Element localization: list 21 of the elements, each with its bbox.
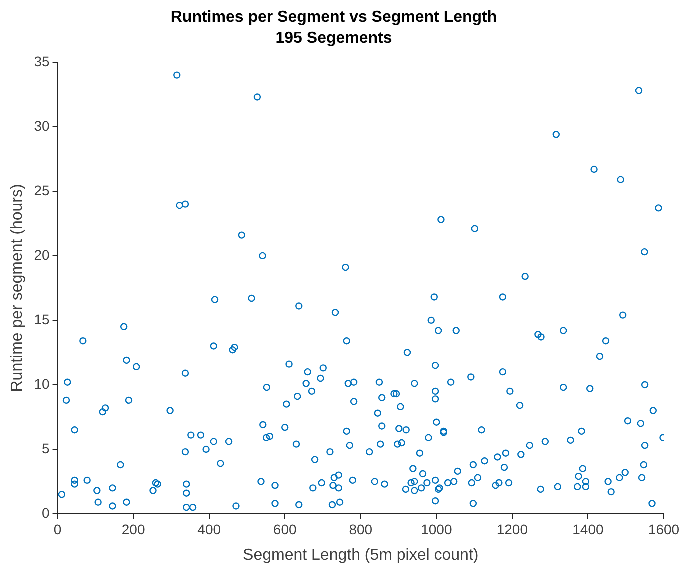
y-tick-label: 5 (42, 440, 50, 456)
x-tick-label: 600 (273, 521, 297, 538)
chart-subtitle: 195 Segements (276, 30, 392, 48)
x-tick-label: 1600 (648, 521, 680, 538)
y-tick-label: 25 (34, 182, 50, 198)
y-axis-title: Runtime per segment (hours) (9, 184, 26, 392)
y-tick-label: 15 (34, 311, 50, 328)
x-tick-label: 1400 (572, 521, 604, 538)
y-tick-label: 30 (34, 118, 50, 134)
x-tick-label: 0 (54, 521, 62, 538)
y-tick-label: 0 (42, 504, 50, 521)
y-tick-label: 10 (34, 376, 50, 392)
x-tick-label: 400 (198, 521, 222, 538)
y-tick-label: 35 (34, 53, 50, 70)
x-tick-label: 1000 (421, 521, 452, 538)
x-tick-label: 200 (122, 521, 146, 538)
x-tick-label: 1200 (496, 521, 528, 538)
x-tick-label: 800 (349, 521, 373, 538)
chart-title: Runtimes per Segment vs Segment Length (170, 9, 498, 26)
y-tick-label: 20 (34, 246, 50, 263)
x-axis-title: Segment Length (5m pixel count) (243, 546, 479, 564)
